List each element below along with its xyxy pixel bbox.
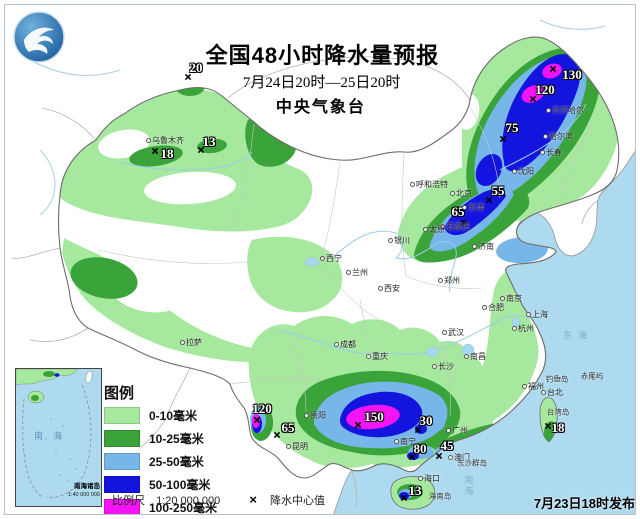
map-title: 全国48小时降水量预报 bbox=[205, 43, 440, 68]
legend-swatch bbox=[104, 407, 140, 424]
legend-row: 50-100毫米 bbox=[104, 476, 217, 493]
legend-item-label: 50-100毫米 bbox=[149, 478, 211, 492]
center-marker-label: 降水中心值 bbox=[270, 495, 326, 507]
legend-item-label: 10-25毫米 bbox=[149, 432, 204, 446]
legend-item-label: 25-50毫米 bbox=[149, 455, 204, 469]
legend: 图例 0-10毫米 10-25毫米 25-50毫米 50-100毫米 100-250毫米… bbox=[104, 382, 325, 519]
inset-sea-label: 南海 bbox=[34, 431, 73, 441]
inset-scale: 1:40 000 000 bbox=[67, 492, 100, 498]
legend-item-label: 0-10毫米 bbox=[149, 409, 198, 423]
inset-map-svg bbox=[16, 369, 93, 498]
scale-label: 比例尺 bbox=[112, 495, 145, 507]
legend-scale-row: 比例尺 1:20 000 000 × 降水中心值 bbox=[112, 492, 412, 508]
release-time: 7月23日18时发布 bbox=[533, 496, 635, 511]
map-period: 7月24日20时—25日20时 bbox=[242, 75, 401, 91]
lakes bbox=[304, 257, 521, 358]
inset-islands-label: 南海诸岛 bbox=[74, 483, 100, 490]
islands bbox=[390, 371, 594, 510]
scale-value: 1:20 000 000 bbox=[156, 495, 221, 507]
legend-row: 0-10毫米 bbox=[104, 407, 217, 424]
legend-row: 25-50毫米 bbox=[104, 453, 217, 470]
precipitation-layer bbox=[58, 37, 619, 469]
cma-logo-icon bbox=[12, 10, 66, 64]
legend-swatch bbox=[104, 476, 140, 493]
legend-swatch bbox=[104, 453, 140, 470]
legend-items: 0-10毫米 10-25毫米 25-50毫米 50-100毫米 100-250毫米 bbox=[104, 407, 217, 516]
legend-title: 图例 bbox=[104, 385, 135, 402]
center-marker-symbol: × bbox=[249, 492, 257, 507]
legend-item-label: 100-250毫米 bbox=[149, 501, 218, 515]
south-china-sea-inset: 南海 南海诸岛 1:40 000 000 bbox=[15, 368, 102, 507]
legend-swatch bbox=[104, 430, 140, 447]
legend-row: 10-25毫米 bbox=[104, 430, 217, 447]
map-agency: 中央气象台 bbox=[275, 99, 366, 116]
